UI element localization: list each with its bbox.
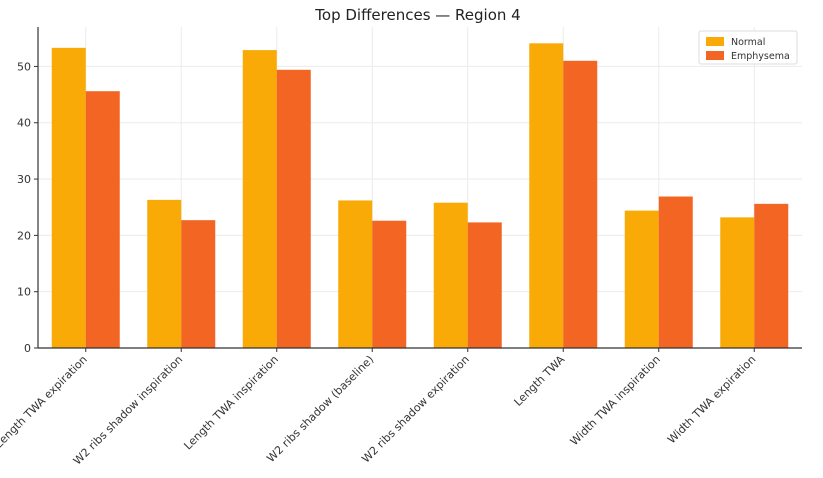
y-tick-label: 10: [17, 286, 31, 299]
legend-label-normal: Normal: [731, 37, 765, 48]
bar-normal-2: [147, 199, 182, 348]
bar-normal-7: [624, 210, 659, 348]
bar-normal-3: [242, 50, 277, 348]
bar-normal-4: [338, 200, 373, 348]
legend: Normal Emphysema: [698, 30, 798, 65]
bar-emphysema-2: [181, 220, 216, 348]
bar-emphysema-3: [276, 69, 311, 349]
x-tick-label: Length TWA inspiration: [181, 353, 280, 452]
x-tick-label: Width TWA expiration: [665, 353, 758, 446]
chart-title: Top Differences — Region 4: [314, 6, 520, 24]
legend-swatch-normal: [706, 37, 724, 46]
x-tick-label: Length TWA expiration: [0, 353, 90, 451]
bars: [51, 43, 789, 349]
bar-emphysema-5: [467, 222, 502, 348]
y-tick-label: 0: [24, 342, 31, 355]
x-tick-label: W2 ribs shadow inspiration: [71, 353, 186, 468]
y-tick-labels: 0 10 20 30 40 50: [17, 60, 38, 355]
bar-emphysema-6: [563, 60, 598, 348]
bar-emphysema-7: [658, 196, 693, 348]
x-tick-label: Width TWA inspiration: [568, 353, 663, 448]
y-tick-label: 20: [17, 229, 31, 242]
bar-emphysema-8: [754, 203, 789, 348]
bar-emphysema-4: [372, 220, 407, 348]
y-tick-label: 40: [17, 117, 31, 130]
bar-normal-1: [51, 47, 86, 348]
bar-normal-8: [720, 217, 755, 348]
bar-emphysema-1: [85, 91, 120, 348]
x-tick-label: W2 ribs shadow expiration: [359, 353, 472, 466]
axes: [37, 27, 802, 349]
legend-swatch-emphysema: [706, 51, 724, 60]
bar-normal-6: [529, 43, 564, 349]
y-tick-label: 30: [17, 173, 31, 186]
x-tick-label: W2 ribs shadow (baseline): [264, 353, 376, 465]
bar-normal-5: [433, 202, 468, 348]
x-tick-label: Length TWA: [512, 353, 568, 409]
legend-label-emphysema: Emphysema: [731, 51, 790, 62]
y-tick-label: 50: [17, 60, 31, 73]
